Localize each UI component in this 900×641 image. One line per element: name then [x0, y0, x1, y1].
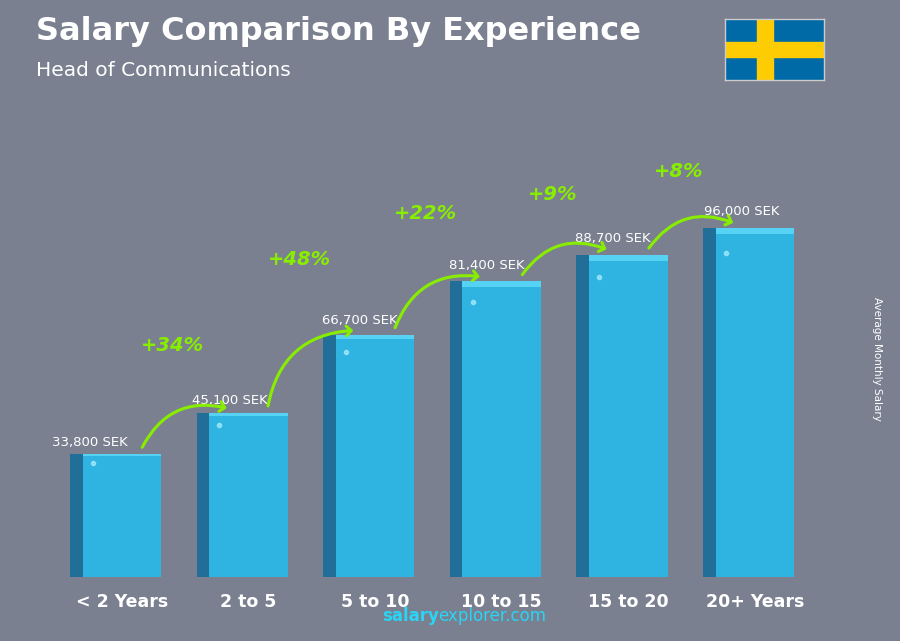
- FancyBboxPatch shape: [83, 454, 161, 456]
- Text: salary: salary: [382, 607, 439, 625]
- FancyBboxPatch shape: [463, 281, 541, 287]
- FancyBboxPatch shape: [70, 454, 83, 577]
- FancyBboxPatch shape: [589, 254, 668, 577]
- Bar: [724, 42, 824, 57]
- FancyBboxPatch shape: [716, 228, 794, 577]
- FancyBboxPatch shape: [323, 335, 336, 577]
- FancyBboxPatch shape: [463, 281, 541, 577]
- FancyBboxPatch shape: [589, 254, 668, 260]
- Text: 33,800 SEK: 33,800 SEK: [52, 436, 128, 449]
- Text: 45,100 SEK: 45,100 SEK: [192, 394, 267, 407]
- FancyBboxPatch shape: [196, 413, 210, 577]
- Text: 88,700 SEK: 88,700 SEK: [575, 232, 651, 246]
- Text: +34%: +34%: [141, 336, 204, 355]
- FancyBboxPatch shape: [210, 413, 288, 577]
- FancyBboxPatch shape: [703, 228, 716, 577]
- Text: Average Monthly Salary: Average Monthly Salary: [872, 297, 883, 421]
- Text: 96,000 SEK: 96,000 SEK: [704, 205, 779, 219]
- FancyBboxPatch shape: [716, 228, 794, 235]
- Text: Salary Comparison By Experience: Salary Comparison By Experience: [36, 16, 641, 47]
- Text: +48%: +48%: [267, 250, 330, 269]
- Text: +8%: +8%: [654, 162, 704, 181]
- Text: 81,400 SEK: 81,400 SEK: [448, 260, 524, 272]
- FancyBboxPatch shape: [336, 335, 414, 339]
- FancyBboxPatch shape: [450, 281, 463, 577]
- FancyBboxPatch shape: [576, 254, 589, 577]
- Text: 66,700 SEK: 66,700 SEK: [322, 314, 398, 327]
- Text: Head of Communications: Head of Communications: [36, 61, 291, 80]
- Text: explorer.com: explorer.com: [438, 607, 546, 625]
- Text: +22%: +22%: [394, 204, 457, 223]
- Text: +9%: +9%: [527, 185, 577, 204]
- FancyBboxPatch shape: [83, 454, 161, 577]
- FancyBboxPatch shape: [210, 413, 288, 416]
- FancyBboxPatch shape: [336, 335, 414, 577]
- Bar: [757, 19, 773, 80]
